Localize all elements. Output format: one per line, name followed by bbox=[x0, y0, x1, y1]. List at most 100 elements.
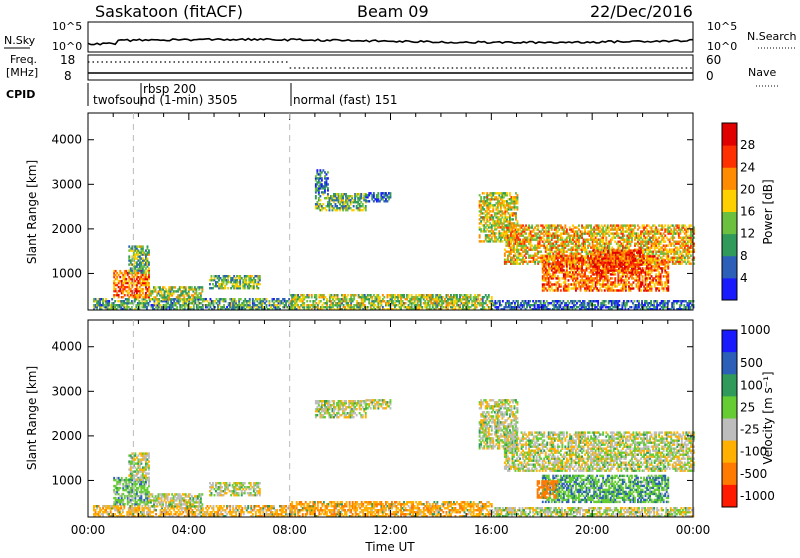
scatter-cell bbox=[581, 235, 583, 237]
nsky-label: N.Sky bbox=[4, 34, 36, 47]
scatter-cell bbox=[327, 171, 329, 173]
scatter-cell bbox=[637, 232, 639, 234]
scatter-cell bbox=[308, 294, 310, 296]
scatter-cell bbox=[499, 300, 501, 302]
scatter-cell bbox=[148, 271, 150, 273]
nave-tick-bottom: 0 bbox=[706, 69, 714, 83]
scatter-cell bbox=[495, 232, 497, 234]
scatter-cell bbox=[176, 306, 178, 308]
scatter-cell bbox=[259, 275, 261, 277]
scatter-cell bbox=[315, 195, 317, 197]
scatter-cell bbox=[560, 289, 562, 291]
scatter-cell bbox=[421, 306, 423, 308]
scatter-cell bbox=[373, 192, 375, 194]
freq-tick-top: 18 bbox=[60, 53, 75, 67]
scatter-cell bbox=[673, 237, 675, 239]
scatter-cell bbox=[564, 224, 566, 226]
scatter-cell bbox=[119, 276, 121, 278]
scatter-cell bbox=[368, 200, 370, 202]
scatter-cell bbox=[408, 294, 410, 296]
scatter-cell bbox=[315, 294, 317, 296]
nsearch-tick-bottom: 10^0 bbox=[707, 40, 737, 53]
scatter-cell bbox=[148, 267, 150, 269]
scatter-cell bbox=[668, 300, 670, 302]
scatter-cell bbox=[618, 300, 620, 302]
scatter-cell bbox=[383, 296, 385, 298]
freq-frame bbox=[88, 55, 693, 80]
cpid-segment-normal: normal (fast) 151 bbox=[293, 93, 397, 107]
scatter-cell bbox=[560, 255, 562, 257]
scatter-cell bbox=[641, 300, 643, 302]
scatter-cell bbox=[362, 203, 364, 205]
scatter-cell bbox=[225, 298, 227, 300]
scatter-cell bbox=[355, 294, 357, 296]
scatter-cell bbox=[148, 249, 150, 251]
scatter-cell bbox=[479, 294, 481, 296]
cpid-label: CPID bbox=[6, 88, 35, 101]
scatter-cell bbox=[327, 187, 329, 189]
scatter-cell bbox=[353, 209, 355, 211]
scatter-cell bbox=[306, 300, 308, 302]
scatter-cell bbox=[584, 300, 586, 302]
scatter-cell bbox=[623, 235, 625, 237]
scatter-cell bbox=[568, 232, 570, 234]
scatter-cell bbox=[320, 300, 322, 302]
scatter-cell bbox=[148, 261, 150, 263]
scatter-cell bbox=[201, 298, 203, 300]
scatter-cell bbox=[650, 300, 652, 302]
scatter-cell bbox=[158, 298, 160, 300]
scatter-cell bbox=[201, 286, 203, 288]
scatter-cell bbox=[509, 192, 511, 194]
scatter-cell bbox=[517, 220, 519, 222]
scatter-cell bbox=[432, 294, 434, 296]
scatter-cell bbox=[379, 296, 381, 298]
nsky-tick-bottom: 10^0 bbox=[52, 40, 82, 53]
scatter-cell bbox=[664, 241, 666, 243]
scatter-cell bbox=[351, 195, 353, 197]
scatter-cell bbox=[118, 294, 120, 296]
nave-line bbox=[88, 62, 693, 68]
nsky-frame bbox=[88, 22, 693, 52]
scatter-cell bbox=[322, 203, 324, 205]
scatter-cell bbox=[628, 300, 630, 302]
scatter-cell bbox=[483, 192, 485, 194]
scatter-cell bbox=[365, 205, 367, 207]
scatter-cell bbox=[479, 234, 481, 236]
scatter-cell bbox=[131, 306, 133, 308]
scatter-cell bbox=[321, 177, 323, 179]
scatter-cell bbox=[148, 282, 150, 284]
scatter-cell bbox=[568, 279, 570, 281]
beam-title: Beam 09 bbox=[357, 2, 429, 21]
nsearch-tick-top: 10^5 bbox=[707, 20, 737, 33]
scatter-cell bbox=[124, 294, 126, 296]
scatter-cell bbox=[517, 194, 519, 196]
scatter-cell bbox=[564, 281, 566, 283]
scatter-cell bbox=[540, 251, 542, 253]
scatter-cell bbox=[525, 257, 527, 259]
scatter-cell bbox=[266, 298, 268, 300]
scatter-cell bbox=[656, 300, 658, 302]
scatter-cell bbox=[249, 298, 251, 300]
scatter-cell bbox=[548, 263, 550, 265]
scatter-cell bbox=[639, 226, 641, 228]
scatter-cell bbox=[114, 300, 116, 302]
scatter-cell bbox=[497, 206, 499, 208]
scatter-cell bbox=[303, 302, 305, 304]
cpid-segment-twofsound: twofsound (1-min) 3505 bbox=[93, 93, 238, 107]
scatter-cell bbox=[560, 283, 562, 285]
scatter-cell bbox=[638, 300, 640, 302]
scatter-cell bbox=[327, 193, 329, 195]
scatter-cell bbox=[456, 294, 458, 296]
scatter-cell bbox=[489, 206, 491, 208]
scatter-cell bbox=[142, 245, 144, 247]
scatter-cell bbox=[502, 300, 504, 302]
scatter-cell bbox=[405, 302, 407, 304]
scatter-cell bbox=[634, 224, 636, 226]
freq-label-1: Freq. bbox=[10, 53, 37, 66]
scatter-cell bbox=[367, 306, 369, 308]
scatter-cell bbox=[209, 283, 211, 285]
scatter-cell bbox=[605, 300, 607, 302]
scatter-cell bbox=[147, 257, 149, 259]
scatter-cell bbox=[640, 235, 642, 237]
scatter-cell bbox=[173, 298, 175, 300]
